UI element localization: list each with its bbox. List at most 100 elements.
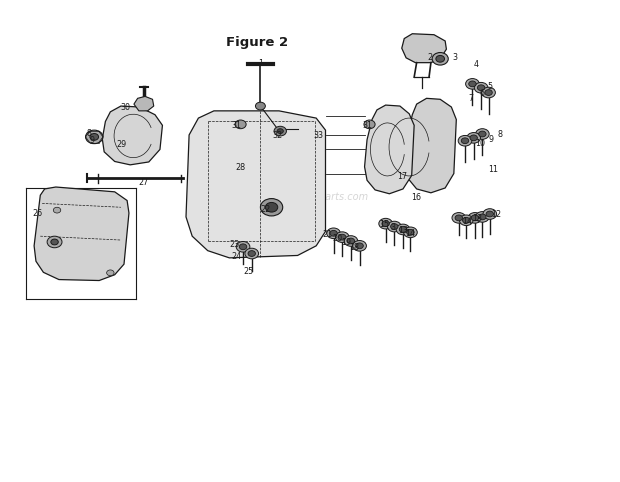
Circle shape: [455, 215, 463, 221]
Circle shape: [382, 221, 389, 227]
Circle shape: [107, 270, 114, 276]
Circle shape: [459, 215, 473, 226]
Text: 10: 10: [475, 139, 485, 148]
Circle shape: [235, 120, 246, 129]
Text: 1: 1: [258, 59, 263, 68]
Text: 32: 32: [273, 132, 283, 140]
Circle shape: [330, 230, 337, 236]
Circle shape: [452, 213, 466, 223]
Text: 18: 18: [350, 243, 360, 252]
Text: 14: 14: [463, 217, 472, 226]
Text: 21: 21: [322, 230, 332, 239]
Circle shape: [399, 227, 407, 232]
Circle shape: [86, 130, 103, 144]
Text: 9: 9: [489, 135, 494, 144]
Circle shape: [458, 135, 472, 146]
Text: 27: 27: [139, 178, 149, 187]
Circle shape: [274, 126, 286, 136]
Text: 25: 25: [243, 268, 253, 276]
Text: 29: 29: [117, 140, 126, 149]
Text: 22: 22: [260, 205, 270, 214]
Circle shape: [476, 129, 489, 139]
Polygon shape: [365, 105, 414, 194]
Text: 20: 20: [332, 234, 342, 242]
Text: 12: 12: [491, 210, 501, 218]
Polygon shape: [102, 106, 162, 165]
Text: Figure 2: Figure 2: [226, 36, 288, 49]
Text: 8: 8: [87, 130, 92, 138]
Circle shape: [260, 199, 283, 216]
Text: 9: 9: [89, 136, 94, 145]
Circle shape: [436, 55, 445, 62]
Circle shape: [347, 238, 355, 244]
Text: 7: 7: [469, 94, 474, 103]
Circle shape: [90, 134, 99, 140]
Text: 8: 8: [497, 131, 502, 139]
Text: 33: 33: [314, 132, 324, 140]
Circle shape: [467, 133, 480, 143]
Polygon shape: [402, 34, 446, 63]
Circle shape: [407, 229, 414, 235]
Circle shape: [470, 135, 477, 141]
Text: 30: 30: [120, 103, 130, 111]
Text: 11: 11: [489, 165, 498, 174]
Polygon shape: [134, 96, 154, 111]
Circle shape: [364, 120, 375, 129]
Circle shape: [245, 248, 259, 259]
Text: 6: 6: [480, 89, 485, 98]
Text: 19: 19: [341, 239, 351, 247]
Text: 14: 14: [405, 229, 415, 238]
Polygon shape: [406, 98, 456, 193]
Circle shape: [356, 243, 363, 249]
Circle shape: [339, 234, 346, 240]
Circle shape: [236, 241, 250, 252]
Circle shape: [471, 215, 479, 221]
Circle shape: [483, 209, 497, 219]
Circle shape: [469, 81, 476, 87]
Circle shape: [265, 202, 278, 212]
Circle shape: [468, 213, 482, 223]
Circle shape: [479, 214, 486, 220]
Text: 23: 23: [229, 241, 239, 249]
Circle shape: [486, 211, 494, 217]
Text: 31: 31: [232, 121, 242, 130]
Text: 13: 13: [398, 226, 408, 235]
Circle shape: [404, 227, 417, 238]
Text: 31: 31: [362, 121, 372, 130]
Circle shape: [463, 217, 470, 223]
Text: 16: 16: [412, 193, 422, 202]
Circle shape: [277, 129, 283, 134]
Circle shape: [479, 131, 486, 137]
Text: 24: 24: [232, 252, 242, 261]
Polygon shape: [34, 187, 129, 281]
Text: 3: 3: [453, 54, 458, 62]
Circle shape: [461, 138, 469, 144]
Text: 17: 17: [397, 172, 407, 181]
Circle shape: [476, 212, 489, 222]
Circle shape: [477, 85, 485, 91]
Text: 26: 26: [32, 209, 42, 217]
Circle shape: [327, 228, 340, 239]
Text: 28: 28: [236, 163, 246, 172]
Circle shape: [391, 224, 398, 229]
Circle shape: [47, 236, 62, 248]
Circle shape: [474, 82, 488, 93]
Text: 5: 5: [487, 82, 492, 91]
Circle shape: [344, 236, 358, 246]
Circle shape: [482, 87, 495, 98]
Circle shape: [432, 53, 448, 65]
Circle shape: [485, 90, 492, 95]
Text: 4: 4: [474, 60, 479, 69]
Text: 2: 2: [428, 54, 433, 62]
Circle shape: [239, 244, 247, 250]
Circle shape: [255, 102, 265, 110]
Circle shape: [53, 207, 61, 213]
Text: 3: 3: [391, 223, 396, 232]
Text: 13: 13: [472, 214, 482, 223]
Circle shape: [379, 218, 392, 229]
Circle shape: [248, 251, 255, 256]
Circle shape: [388, 221, 401, 232]
Circle shape: [51, 239, 58, 245]
Polygon shape: [186, 111, 326, 258]
Text: 15: 15: [379, 220, 389, 229]
